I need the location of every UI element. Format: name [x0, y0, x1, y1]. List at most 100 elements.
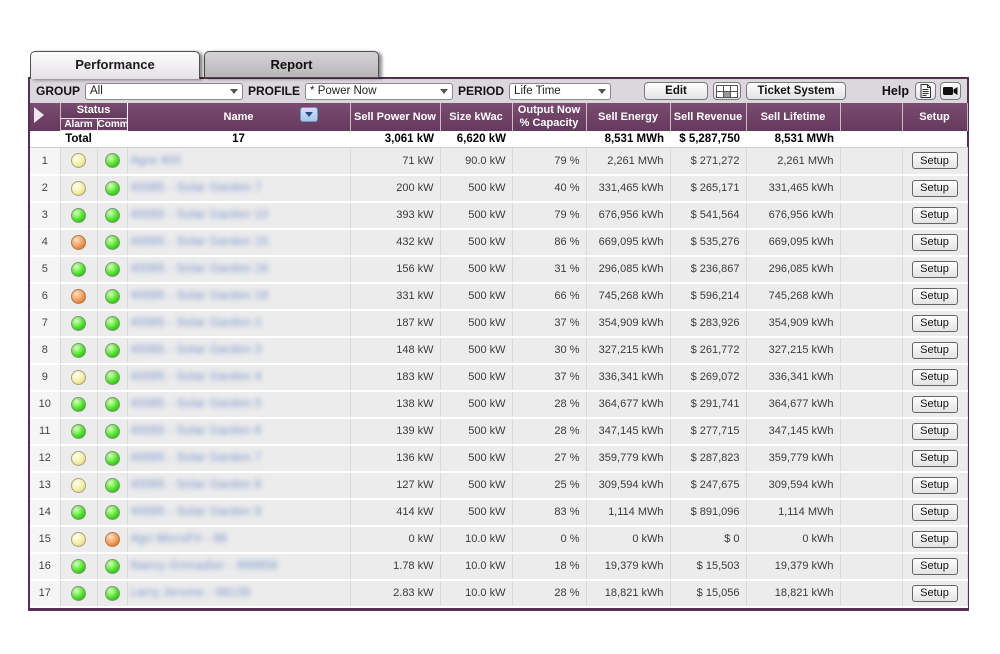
comm-led-indicator	[104, 504, 120, 520]
sell-power-now-cell: 127 kW	[350, 471, 441, 500]
chevron-down-icon	[440, 88, 449, 94]
size-kwac-cell: 500 kW	[440, 336, 513, 365]
site-name-blurred: 40085 - Solar Garden 10	[130, 209, 269, 222]
name-header[interactable]: Name	[127, 103, 351, 131]
sell-lifetime-cell: 364,677 kWh	[746, 390, 841, 419]
group-select[interactable]: All	[85, 82, 244, 100]
output-capacity-cell: 66 %	[512, 282, 587, 311]
setup-button[interactable]: Setup	[911, 287, 958, 305]
sell-energy-cell: 359,779 kWh	[586, 444, 671, 473]
sell-revenue-cell: $ 277,715	[670, 417, 747, 446]
site-name-cell[interactable]: 40085 - Solar Garden 9	[127, 498, 351, 527]
setup-button[interactable]: Setup	[911, 152, 958, 170]
expand-column-header[interactable]	[30, 103, 61, 131]
sell-lifetime-cell: 296,085 kWh	[746, 255, 841, 284]
sell-lifetime-cell: 347,145 kWh	[746, 417, 841, 446]
sell-revenue-cell: $ 247,675	[670, 471, 747, 500]
setup-button[interactable]: Setup	[911, 314, 958, 332]
site-name-cell[interactable]: 40085 - Solar Garden 8	[127, 471, 351, 500]
site-name-cell[interactable]: 40085 - Solar Garden 6	[127, 417, 351, 446]
sell-power-now-cell: 200 kW	[350, 174, 441, 203]
sell-lifetime-cell: 327,215 kWh	[746, 336, 841, 365]
setup-cell: Setup	[902, 174, 968, 203]
setup-cell: Setup	[902, 201, 968, 230]
tab-performance[interactable]: Performance	[30, 51, 200, 79]
setup-button[interactable]: Setup	[911, 341, 958, 359]
setup-button[interactable]: Setup	[911, 368, 958, 386]
sell-energy-header[interactable]: Sell Energy	[586, 103, 671, 131]
site-name-cell[interactable]: 40085 - Solar Garden 10	[127, 201, 351, 230]
tab-report[interactable]: Report	[204, 51, 379, 78]
site-name-cell[interactable]: 40085 - Solar Garden 2	[127, 309, 351, 338]
site-name-cell[interactable]: 40085 - Solar Garden 18	[127, 282, 351, 311]
blank-cell	[840, 228, 903, 257]
site-name-blurred: 40085 - Solar Garden 2	[130, 317, 262, 330]
site-name-cell[interactable]: 40085 - Solar Garden 3	[127, 336, 351, 365]
chevron-down-icon	[230, 88, 239, 94]
size-kwac-cell: 500 kW	[440, 309, 513, 338]
size-kwac-header[interactable]: Size kWac	[440, 103, 513, 131]
size-kwac-cell: 500 kW	[440, 444, 513, 473]
site-name-blurred: 40085 - Solar Garden 9	[130, 506, 262, 519]
table-grid-icon	[716, 84, 739, 98]
table-row: 14 40085 - Solar Garden 9 414 kW 500 kW …	[30, 498, 968, 527]
sell-revenue-cell: $ 269,072	[670, 363, 747, 392]
sell-revenue-cell: $ 541,564	[670, 201, 747, 230]
size-kwac-cell: 500 kW	[440, 471, 513, 500]
sell-revenue-header[interactable]: Sell Revenue	[670, 103, 747, 131]
setup-button[interactable]: Setup	[911, 584, 958, 602]
size-kwac-cell: 10.0 kW	[440, 579, 513, 608]
setup-button[interactable]: Setup	[911, 503, 958, 521]
blank-cell	[840, 525, 903, 554]
alarm-status-cell	[60, 228, 98, 257]
total-size: 6,620 kW	[440, 130, 512, 149]
total-output	[512, 130, 586, 149]
site-name-blurred: 40085 - Solar Garden 8	[130, 479, 262, 492]
ticket-system-button[interactable]: Ticket System	[746, 82, 847, 100]
setup-button[interactable]: Setup	[911, 179, 958, 197]
profile-select[interactable]: * Power Now	[305, 82, 454, 100]
blank-cell	[840, 147, 903, 176]
name-sort-button[interactable]	[299, 107, 318, 122]
site-name-cell[interactable]: Larry Jerome - 98139	[127, 579, 351, 608]
edit-button[interactable]: Edit	[644, 82, 709, 100]
period-select[interactable]: Life Time	[509, 82, 612, 100]
site-name-blurred: 40085 - Solar Garden 3	[130, 344, 262, 357]
help-document-button[interactable]	[915, 82, 936, 100]
site-name-cell[interactable]: 40085 - Solar Garden 16	[127, 255, 351, 284]
setup-button[interactable]: Setup	[911, 422, 958, 440]
setup-cell: Setup	[902, 579, 968, 608]
help-video-button[interactable]	[940, 82, 961, 100]
site-name-cell[interactable]: 40085 - Solar Garden 4	[127, 363, 351, 392]
table-header: Status Name Sell Power Now Size kWac Out…	[30, 103, 968, 132]
sell-lifetime-cell: 336,341 kWh	[746, 363, 841, 392]
setup-cell: Setup	[902, 525, 968, 554]
setup-button[interactable]: Setup	[911, 557, 958, 575]
comm-status-cell	[97, 282, 128, 311]
setup-button[interactable]: Setup	[911, 449, 958, 467]
setup-button[interactable]: Setup	[911, 530, 958, 548]
site-name-cell[interactable]: Agri MicroFit - 98	[127, 525, 351, 554]
setup-button[interactable]: Setup	[911, 395, 958, 413]
site-name-cell[interactable]: 40085 - Solar Garden 7	[127, 444, 351, 473]
setup-button[interactable]: Setup	[911, 476, 958, 494]
row-number: 16	[30, 552, 61, 581]
sell-lifetime-header[interactable]: Sell Lifetime	[746, 103, 841, 131]
site-name-cell[interactable]: 40085 - Solar Garden 5	[127, 390, 351, 419]
setup-button[interactable]: Setup	[911, 206, 958, 224]
alarm-status-cell	[60, 255, 98, 284]
sell-power-header[interactable]: Sell Power Now	[350, 103, 441, 131]
site-name-cell[interactable]: 40085 - Solar Garden 15	[127, 228, 351, 257]
grid-view-button[interactable]	[713, 82, 742, 100]
site-name-cell[interactable]: 40085 - Solar Garden 7	[127, 174, 351, 203]
setup-button[interactable]: Setup	[911, 233, 958, 251]
alarm-led-indicator	[71, 207, 86, 223]
table-row: 13 40085 - Solar Garden 8 127 kW 500 kW …	[30, 471, 968, 500]
output-capacity-header[interactable]: Output Now % Capacity	[512, 103, 587, 131]
blank-cell	[840, 444, 903, 473]
site-name-cell[interactable]: Nancy Grenadier - 999858	[127, 552, 351, 581]
site-name-cell[interactable]: Agra 400	[127, 147, 351, 176]
comm-status-cell	[97, 174, 128, 203]
comm-status-cell	[97, 579, 128, 608]
setup-button[interactable]: Setup	[911, 260, 958, 278]
